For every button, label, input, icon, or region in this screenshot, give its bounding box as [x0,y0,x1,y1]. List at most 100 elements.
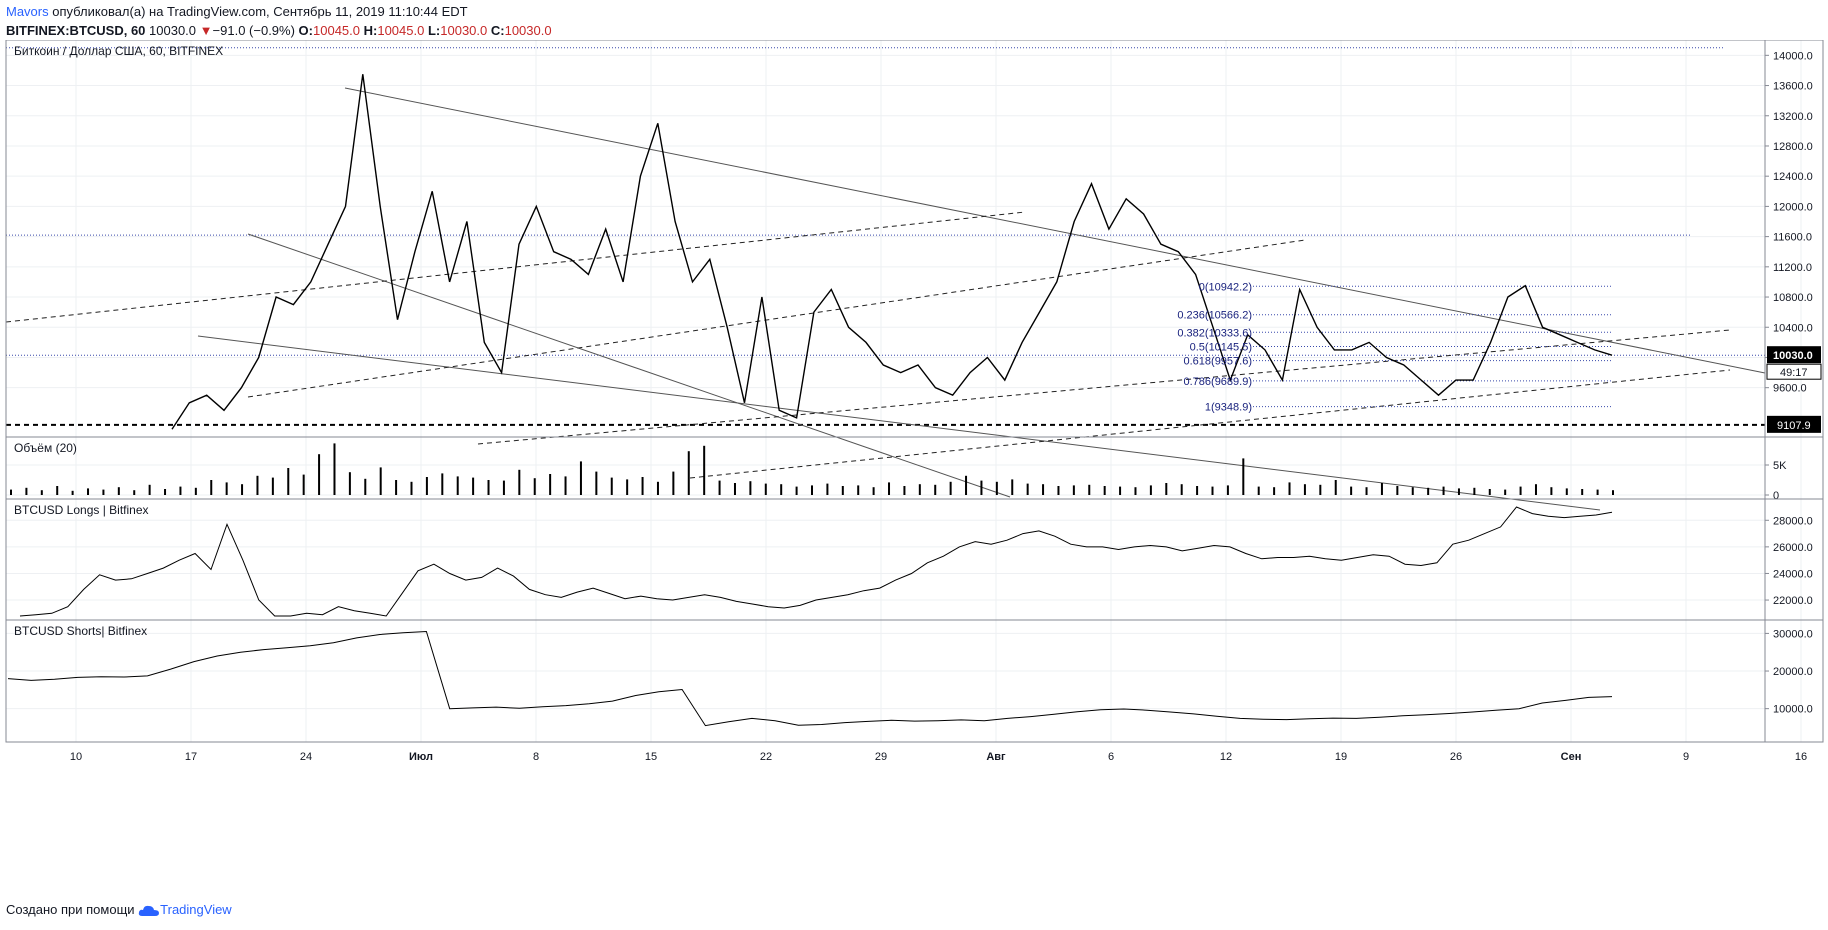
low-value: 10030.0 [440,23,488,38]
countdown-label: 49:17 [1780,367,1808,379]
volume-bar [441,473,444,495]
low-label: L: [427,23,441,38]
volume-bar [25,487,28,495]
volume-bar [10,489,12,495]
volume-bar [56,486,59,495]
volume-bar [1411,487,1414,495]
chart-canvas[interactable]: 10 17 24 Июл 8 15 22 29 Авг 6 12 19 26 Сен 9 16 9600.0 10… [0,40,1828,870]
volume-bar [965,475,968,495]
y-tick-label: 10000.0 [1773,704,1813,716]
volume-bar [194,487,197,495]
last-price-badge [1767,346,1821,364]
fib-level-label: 0(10942.2) [1199,281,1252,293]
volume-bar [703,445,706,495]
y-tick-label: 30000.0 [1773,628,1813,640]
pane-frame [5,619,1824,743]
volume-bar [995,481,998,495]
y-tick-label: 24000.0 [1773,568,1813,580]
volume-bar [410,481,413,495]
volume-bar [133,490,136,495]
volume-bar [1119,486,1122,495]
volume-bar [1165,483,1168,495]
tradingview-logo[interactable]: TradingView [160,902,232,917]
open-value: 10045.0 [313,23,360,38]
volume-bar [302,474,305,495]
volume-bar [1072,485,1075,495]
volume-bar [117,487,120,495]
volume-bar [1534,484,1537,495]
volume-bar [888,482,891,495]
volume-bar [857,485,860,495]
volume-bar [1427,487,1430,495]
volume-bar [1196,486,1199,495]
volume-bar [595,471,598,495]
publish-info: опубликовал(а) на TradingView.com, Сентя… [52,4,468,19]
x-tick-label: 10 [70,751,82,763]
series-layer [7,74,1614,727]
volume-bar [1565,488,1568,495]
volume-bar [364,478,367,495]
y-tick-label: 10800.0 [1773,292,1813,304]
fib-level-label: 0.382(10333.6) [1177,327,1252,339]
y-tick-label: 12000.0 [1773,201,1813,213]
channel-line [247,239,1306,398]
volume-bar [1519,486,1522,495]
symbol-label: BITFINEX:BTCUSD, 60 [6,23,146,38]
shorts-series-line [7,630,1613,727]
volume-bar [1396,486,1399,495]
volume-bar [1442,486,1445,495]
volume-bar [1550,487,1553,495]
pane-title: Биткоин / Доллар США, 60, BITFINEX [14,44,223,58]
x-tick-label: 26 [1450,751,1462,763]
volume-bar [318,454,321,495]
pane-frame [5,498,1824,621]
volume-bar [795,486,798,495]
close-value: 10030.0 [504,23,552,38]
author-link[interactable]: Mavors [6,4,49,19]
volume-bar [210,480,213,495]
y-tick-label: 11200.0 [1773,262,1812,274]
volume-bar [1473,487,1476,495]
volume-bar [1596,489,1599,495]
channel-line [477,329,1731,445]
volume-bar [256,475,259,495]
volume-bar [841,486,844,495]
volume-bar [487,480,490,495]
volume-bar [672,471,675,495]
volume-bar [179,486,182,495]
volume-bar [549,474,552,495]
x-tick-label: 9 [1683,751,1689,763]
volume-bar [225,482,228,495]
volume-bar [687,451,690,495]
y-tick-label: 22000.0 [1773,595,1813,607]
x-tick-label: 12 [1220,751,1232,763]
volume-bar [1273,487,1276,495]
volume-bar [1457,488,1460,495]
longs-series-line [19,506,1613,617]
trend-line [344,87,1766,374]
symbol-line: BITFINEX:BTCUSD, 60 10030.0 ▼−91.0 (−0.9… [6,21,1806,40]
pane-frames [5,40,1824,743]
trend-line [247,233,1011,498]
channel-line [689,369,1731,479]
volume-bar [425,477,428,495]
volume-bar [1211,486,1214,495]
volume-bar [1042,484,1045,495]
volume-bar [1226,485,1229,495]
volume-bar [641,477,644,495]
x-tick-label: 15 [645,751,657,763]
volume-bar [872,487,875,495]
volume-bar [656,481,659,495]
volume-bar [733,483,736,495]
volume-bar [348,472,351,495]
label-layer: 10 17 24 Июл 8 15 22 29 Авг 6 12 19 26 Сен 9 16 9600.0 10… [14,44,1822,763]
pane-title: Объём (20) [14,441,77,455]
y-tick-label: 9600.0 [1773,383,1807,395]
level-price-badge [1767,415,1821,433]
volume-bar [749,481,752,495]
volume-bar [1103,486,1106,495]
volume-bar [287,468,290,495]
volume-bar [333,443,336,495]
created-with-text: Создано при помощи [6,902,135,917]
volume-bar [518,469,521,495]
